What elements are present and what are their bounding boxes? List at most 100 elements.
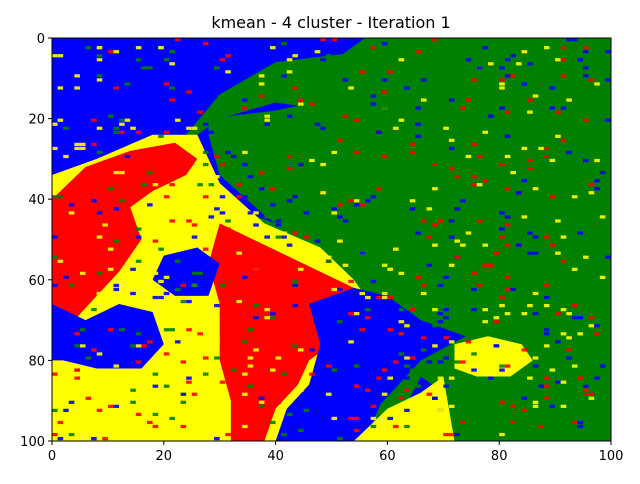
speckle-cell [270, 312, 276, 316]
speckle-cell [270, 46, 276, 50]
speckle-cell [549, 106, 556, 110]
speckle-cell [555, 344, 561, 348]
speckle-cell [130, 388, 136, 392]
speckle-cell [292, 344, 298, 348]
speckle-cell [543, 283, 550, 288]
speckle-cell [448, 98, 455, 102]
speckle-cell [404, 424, 410, 429]
speckle-cell [594, 376, 600, 380]
speckle-cell [113, 126, 120, 130]
speckle-cell [180, 239, 187, 243]
speckle-cell [219, 195, 226, 199]
speckle-cell [370, 102, 377, 106]
speckle-cell [68, 90, 75, 94]
speckle-cell [331, 207, 338, 211]
speckle-cell [52, 255, 58, 259]
speckle-cell [52, 283, 58, 288]
speckle-cell [135, 58, 142, 62]
speckle-cell [180, 424, 187, 429]
speckle-cell [443, 384, 449, 388]
speckle-cell [532, 356, 539, 360]
y-tick-label: 60 [28, 274, 45, 289]
speckle-cell [527, 110, 533, 114]
speckle-cell [202, 295, 209, 300]
speckle-cell [163, 352, 170, 356]
speckle-cell [130, 267, 136, 271]
speckle-cell [398, 271, 405, 275]
speckle-cell [63, 130, 69, 134]
speckle-cell [292, 279, 298, 284]
speckle-cell [521, 82, 528, 86]
speckle-cell [337, 428, 343, 433]
speckle-cell [320, 384, 326, 388]
speckle-cell [74, 368, 80, 372]
speckle-cell [499, 66, 505, 70]
speckle-cell [443, 316, 449, 320]
speckle-cell [420, 283, 427, 288]
speckle-cell [325, 70, 332, 74]
speckle-cell [152, 271, 159, 275]
speckle-cell [583, 388, 589, 392]
speckle-cell [135, 130, 142, 134]
speckle-cell [219, 259, 226, 263]
speckle-cell [538, 424, 544, 429]
speckle-cell [303, 158, 310, 163]
speckle-cell [370, 191, 377, 195]
speckle-cell [286, 243, 293, 247]
speckle-cell [124, 82, 131, 86]
speckle-cell [370, 82, 377, 86]
speckle-cell [135, 271, 142, 275]
speckle-cell [443, 432, 449, 437]
speckle-cell [555, 251, 561, 255]
speckle-cell [510, 404, 516, 408]
speckle-cell [543, 98, 550, 102]
speckle-cell [392, 247, 399, 251]
speckle-cell [281, 235, 287, 239]
speckle-cell [214, 207, 220, 211]
speckle-cell [219, 215, 226, 219]
speckle-cell [113, 50, 120, 54]
speckle-cell [225, 38, 231, 42]
speckle-cell [499, 295, 505, 300]
speckle-cell [443, 336, 449, 340]
speckle-cell [571, 38, 578, 42]
speckle-cell [398, 118, 405, 122]
speckle-cell [325, 179, 332, 183]
speckle-cell [365, 320, 371, 324]
speckle-cell [314, 122, 321, 126]
speckle-cell [420, 126, 427, 130]
speckle-cell [599, 70, 606, 74]
speckle-cell [63, 384, 69, 388]
speckle-cell [415, 122, 421, 126]
speckle-cell [353, 150, 360, 155]
speckle-cell [504, 275, 511, 279]
speckle-cell [141, 344, 148, 348]
speckle-cell [270, 316, 276, 320]
speckle-cell [549, 166, 556, 171]
speckle-cell [286, 412, 293, 417]
speckle-cell [119, 130, 125, 134]
speckle-cell [420, 98, 427, 102]
speckle-cell [527, 303, 533, 308]
speckle-cell [202, 162, 209, 167]
speckle-cell [448, 263, 455, 267]
speckle-cell [376, 376, 382, 380]
speckle-cell [392, 424, 399, 429]
speckle-cell [270, 368, 276, 372]
speckle-cell [96, 291, 103, 296]
speckle-cell [543, 94, 550, 98]
speckle-cell [471, 78, 477, 82]
speckle-cell [270, 203, 276, 207]
speckle-cell [247, 211, 254, 215]
speckle-cell [292, 231, 298, 235]
speckle-cell [325, 259, 332, 263]
speckle-cell [275, 400, 282, 404]
speckle-cell [68, 400, 75, 404]
speckle-cell [96, 150, 103, 155]
y-tick-label: 100 [20, 435, 45, 450]
speckle-cell [504, 110, 511, 114]
speckle-cell [504, 223, 511, 227]
speckle-cell [460, 372, 466, 376]
speckle-cell [415, 106, 421, 110]
y-tick-label: 0 [37, 32, 45, 47]
